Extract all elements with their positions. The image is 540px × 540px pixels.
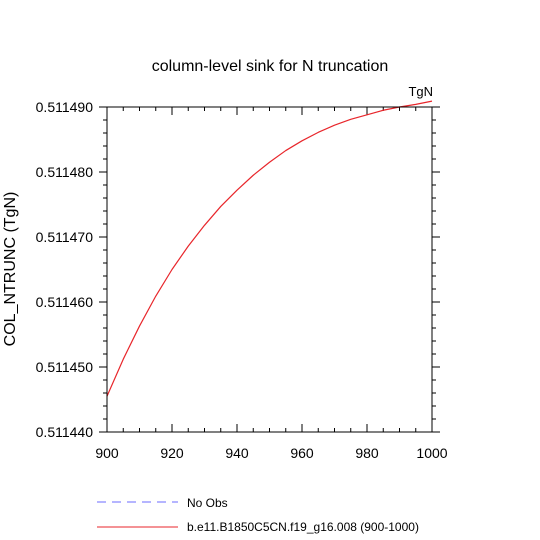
y-tick-label: 0.511480 [36, 164, 94, 180]
series-line [106, 100, 433, 397]
legend-label-series: b.e11.B1850C5CN.f19_g16.008 (900-1000) [187, 520, 419, 534]
y-tick-labels: 0.511440 0.511450 0.511460 0.511470 0.511480… [36, 99, 94, 440]
units-label: TgN [408, 84, 433, 99]
x-tick-label: 980 [355, 445, 379, 461]
chart-title: column-level sink for N truncation [152, 58, 389, 75]
y-tick-label: 0.511450 [36, 359, 94, 375]
y-tick-label: 0.511470 [36, 229, 94, 245]
x-tick-labels: 900 920 940 960 980 1000 [95, 445, 447, 461]
x-tick-label: 900 [95, 445, 119, 461]
y-axis-label: COL_NTRUNC (TgN) [2, 192, 19, 347]
x-tick-label: 1000 [416, 445, 447, 461]
y-tick-label: 0.511440 [36, 424, 94, 440]
legend-label-no-obs: No Obs [187, 496, 228, 510]
plot-frame [106, 106, 433, 433]
series-layer [106, 100, 433, 397]
x-tick-label: 960 [290, 445, 314, 461]
y-tick-label: 0.511490 [36, 99, 94, 115]
legend: No Obs b.e11.B1850C5CN.f19_g16.008 (900-… [97, 496, 419, 534]
x-tick-label: 920 [160, 445, 184, 461]
axis-ticks [99, 106, 440, 433]
x-tick-label: 940 [225, 445, 249, 461]
y-tick-label: 0.511460 [36, 294, 94, 310]
